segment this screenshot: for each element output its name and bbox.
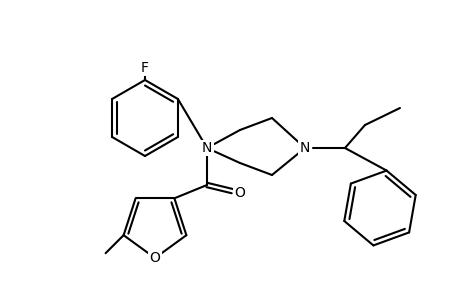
Text: O: O [234,186,245,200]
Text: F: F [141,61,149,75]
Text: N: N [202,141,212,155]
Text: N: N [299,141,309,155]
Text: O: O [149,251,160,265]
